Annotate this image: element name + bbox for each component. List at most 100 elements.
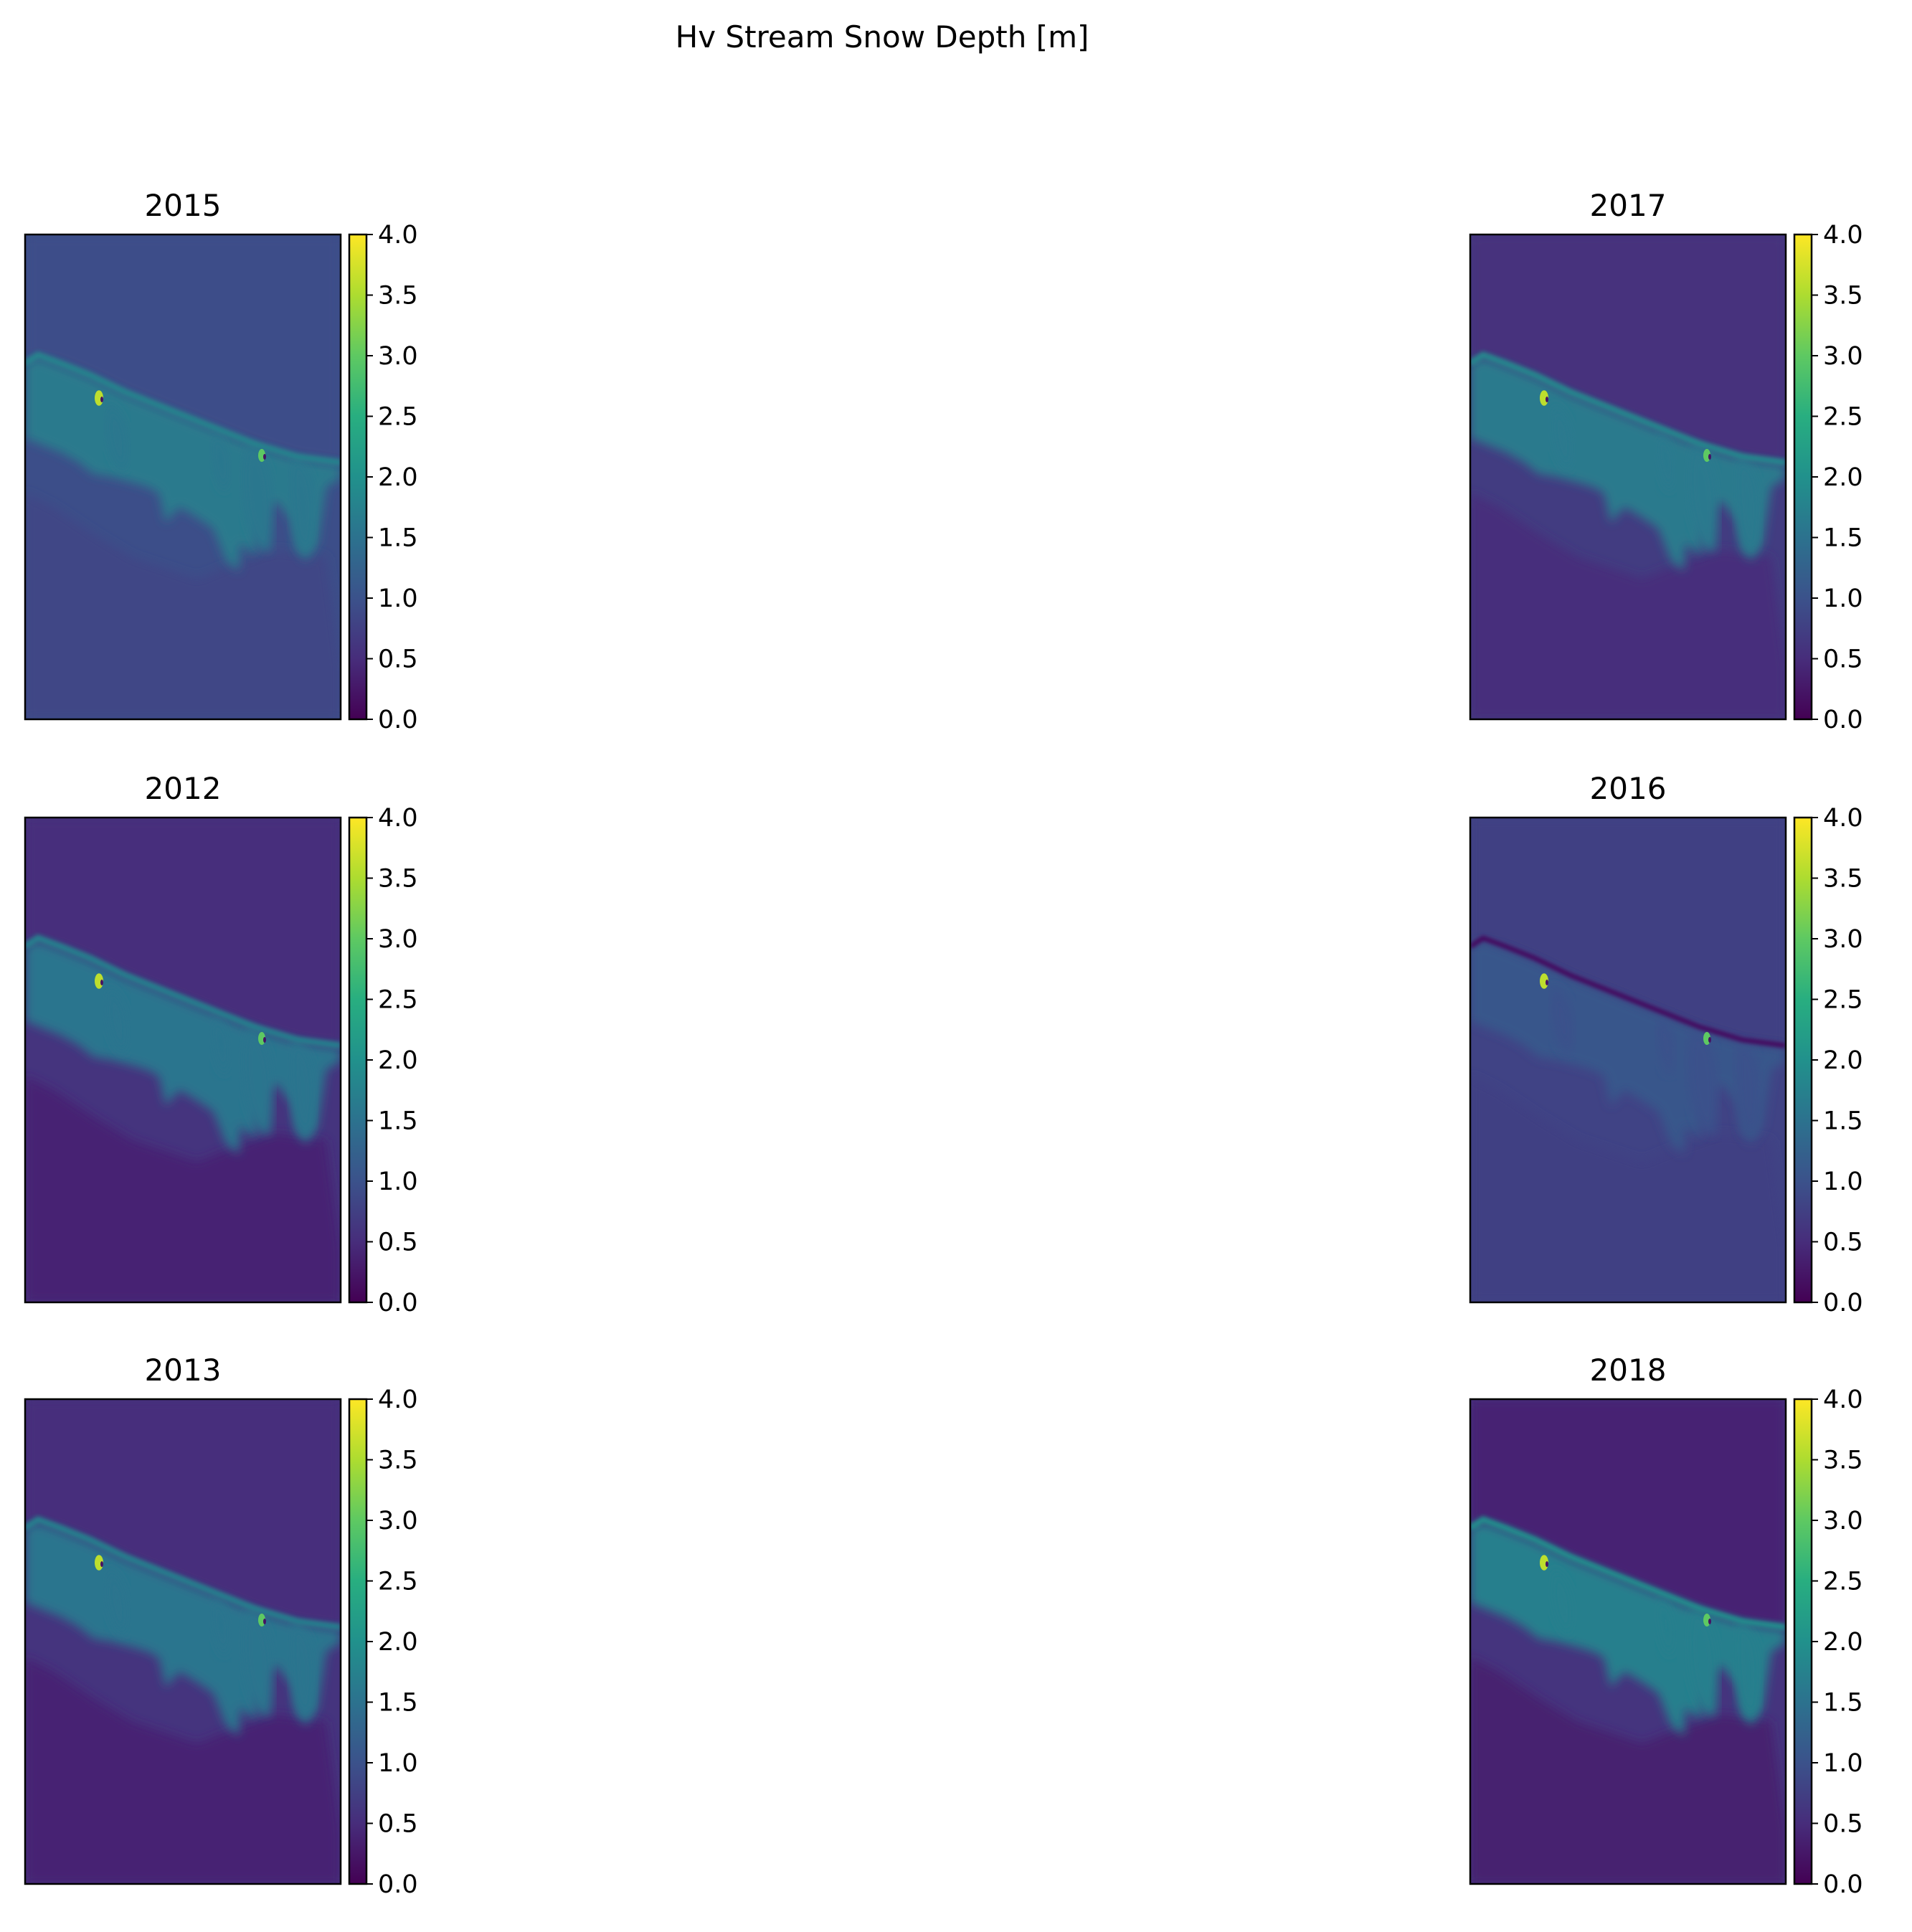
colorbar-tick-label: 3.0 bbox=[1823, 925, 1863, 954]
heatmap-trough-2 bbox=[263, 1037, 266, 1043]
colorbar-tick-label: 3.5 bbox=[378, 865, 418, 894]
colorbar-tick-label: 0.5 bbox=[378, 1228, 418, 1257]
colorbar-tick-label: 2.5 bbox=[378, 1568, 418, 1596]
colorbar-tick-label: 4.0 bbox=[1823, 1386, 1863, 1414]
heatmap-upper-region bbox=[25, 235, 341, 463]
colorbar-tick-label: 1.0 bbox=[1823, 1749, 1863, 1778]
heatmap-drift-4 bbox=[290, 1041, 316, 1134]
heatmap-drift-4 bbox=[1735, 458, 1761, 551]
colorbar-tick-label: 4.0 bbox=[378, 221, 418, 250]
heatmap-drift-2 bbox=[212, 1015, 230, 1076]
heatmap-image bbox=[1470, 1399, 1786, 1884]
colorbar-tick-label: 3.5 bbox=[1823, 1446, 1863, 1475]
colorbar-tick-label: 3.0 bbox=[378, 342, 418, 371]
heatmap-upper-region bbox=[25, 1399, 341, 1627]
heatmap-stream-channel bbox=[1470, 935, 1786, 1048]
heatmap-drift-1 bbox=[1551, 1567, 1574, 1636]
heatmap-drift-1 bbox=[105, 402, 129, 471]
panel-2013: 2013 0.0 0.5 1.0 1.5 2.0 2.5 3.0 3.5 4.0 bbox=[24, 1353, 418, 1899]
heatmap-deep-snow-band bbox=[1470, 941, 1786, 1155]
colorbar bbox=[349, 1399, 366, 1884]
colorbar-tick-label: 0.5 bbox=[378, 1810, 418, 1839]
heatmap-lower-region bbox=[1470, 1076, 1786, 1302]
colorbar-tick-label: 1.5 bbox=[378, 1689, 418, 1718]
heatmap-trough-1 bbox=[100, 397, 103, 402]
colorbar-tick-label: 1.5 bbox=[1823, 1107, 1863, 1136]
heatmap-deep-snow-band bbox=[1470, 358, 1786, 572]
panel-2015: 2015 0.0 0.5 1.0 1.5 2.0 2.5 3.0 3.5 4.0 bbox=[24, 188, 418, 734]
heatmap-drift-4 bbox=[1735, 1041, 1761, 1134]
colorbar-tick-label: 1.0 bbox=[378, 584, 418, 613]
heatmap-drift-3 bbox=[242, 1027, 274, 1135]
heatmap-trough-2 bbox=[1708, 454, 1711, 460]
colorbar-tick-label: 2.0 bbox=[1823, 463, 1863, 492]
heatmap-drift-4 bbox=[290, 1623, 316, 1715]
colorbar-tick-label: 2.5 bbox=[1823, 403, 1863, 432]
colorbar-tick-label: 0.0 bbox=[1823, 706, 1863, 734]
colorbar bbox=[349, 818, 366, 1302]
colorbar-tick-label: 0.5 bbox=[1823, 1810, 1863, 1839]
colorbar-tick-label: 1.5 bbox=[1823, 1689, 1863, 1718]
heatmap-lower-region bbox=[1470, 1657, 1786, 1884]
heatmap-trough-1 bbox=[1546, 1561, 1548, 1567]
colorbar-tick-label: 1.5 bbox=[378, 1107, 418, 1136]
colorbar-tick-label: 2.0 bbox=[1823, 1628, 1863, 1657]
panel-title: 2015 bbox=[145, 188, 222, 223]
colorbar-tick-label: 2.0 bbox=[378, 1628, 418, 1657]
colorbar-tick-label: 3.0 bbox=[378, 1507, 418, 1535]
heatmap-trough-2 bbox=[263, 1619, 266, 1624]
colorbar-tick-label: 1.5 bbox=[378, 524, 418, 553]
colorbar-tick-label: 2.5 bbox=[378, 986, 418, 1015]
colorbar-tick-label: 4.0 bbox=[378, 804, 418, 833]
heatmap-trough-1 bbox=[1546, 397, 1548, 402]
figure-title: Hv Stream Snow Depth [m] bbox=[676, 19, 1089, 55]
heatmap-trough-1 bbox=[1546, 980, 1548, 985]
colorbar-tick-label: 2.5 bbox=[1823, 1568, 1863, 1596]
colorbar-tick-label: 0.0 bbox=[378, 1870, 418, 1899]
heatmap-stream-channel bbox=[1470, 351, 1786, 466]
colorbar-tick-label: 3.5 bbox=[1823, 865, 1863, 894]
colorbar-tick-label: 0.5 bbox=[378, 645, 418, 674]
heatmap-drift-3 bbox=[1687, 1027, 1719, 1135]
colorbar bbox=[349, 235, 366, 719]
colorbar-tick-label: 3.5 bbox=[378, 1446, 418, 1475]
colorbar-tick-label: 3.5 bbox=[1823, 282, 1863, 311]
heatmap-drift-2 bbox=[1657, 1015, 1675, 1076]
heatmap-deep-snow-band bbox=[25, 941, 341, 1155]
heatmap-deep-snow-band bbox=[25, 358, 341, 572]
panel-2018: 2018 0.0 0.5 1.0 1.5 2.0 2.5 3.0 3.5 4.0 bbox=[1469, 1353, 1863, 1899]
heatmap-stream-channel bbox=[25, 1515, 341, 1631]
heatmap-drift-4 bbox=[290, 458, 316, 551]
panel-2012: 2012 0.0 0.5 1.0 1.5 2.0 2.5 3.0 3.5 4.0 bbox=[24, 771, 418, 1317]
colorbar-tick-label: 1.0 bbox=[378, 1168, 418, 1196]
colorbar-tick-label: 3.5 bbox=[378, 282, 418, 311]
axes-frame bbox=[24, 816, 342, 1304]
heatmap-image bbox=[25, 1399, 341, 1884]
heatmap-drift-2 bbox=[212, 1597, 230, 1657]
heatmap-lower-region bbox=[1470, 493, 1786, 719]
heatmap-upper-region bbox=[1470, 1399, 1786, 1627]
colorbar bbox=[1794, 235, 1812, 719]
colorbar-tick-label: 1.0 bbox=[378, 1749, 418, 1778]
colorbar-tick-label: 3.0 bbox=[1823, 342, 1863, 371]
heatmap-trough-1 bbox=[100, 980, 103, 985]
heatmap-drift-2 bbox=[212, 432, 230, 493]
colorbar bbox=[1794, 1399, 1812, 1884]
colorbar-tick-label: 4.0 bbox=[378, 1386, 418, 1414]
axes-frame bbox=[24, 233, 342, 721]
heatmap-drift-2 bbox=[1657, 432, 1675, 493]
colorbar-tick-label: 0.5 bbox=[1823, 1228, 1863, 1257]
colorbar-tick-label: 3.0 bbox=[378, 925, 418, 954]
heatmap-image bbox=[25, 818, 341, 1302]
panel-title: 2016 bbox=[1590, 771, 1667, 806]
heatmap-deep-snow-band bbox=[25, 1523, 341, 1736]
heatmap-drift-3 bbox=[242, 444, 274, 551]
axes-frame bbox=[1469, 1398, 1787, 1885]
panel-grid: 2015 0.0 0.5 1.0 1.5 2.0 2.5 3.0 3.5 4.0 2017 0.0 0.… bbox=[24, 188, 1863, 1899]
colorbar-tick-label: 2.0 bbox=[1823, 1046, 1863, 1075]
colorbar-tick-label: 2.5 bbox=[1823, 986, 1863, 1015]
colorbar-tick-label: 1.0 bbox=[1823, 1168, 1863, 1196]
colorbar-tick-label: 0.0 bbox=[378, 1289, 418, 1317]
heatmap-drift-3 bbox=[242, 1609, 274, 1716]
heatmap-stream-channel bbox=[1470, 1515, 1786, 1631]
